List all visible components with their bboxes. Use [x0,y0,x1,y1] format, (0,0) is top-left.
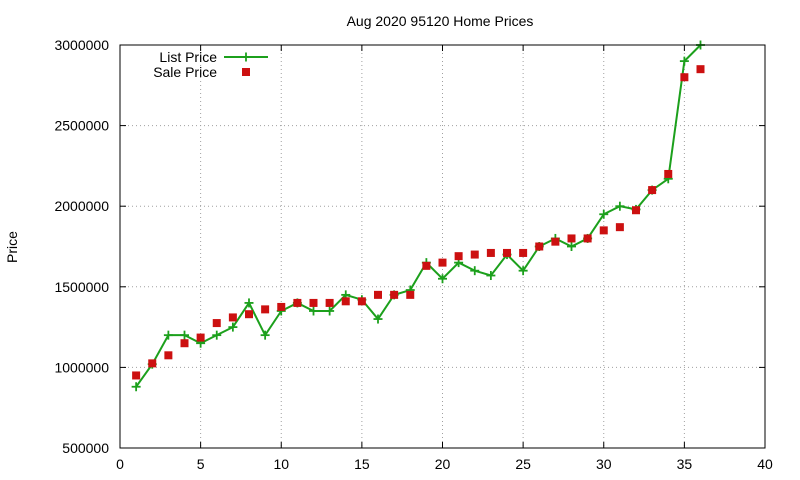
grid [120,45,765,448]
data-point [132,371,141,380]
data-point [228,322,238,332]
data-point [615,201,625,211]
x-tick-label: 30 [596,456,612,472]
data-point [212,319,221,328]
data-point [567,242,576,251]
chart-title: Aug 2020 95120 Home Prices [347,13,534,29]
data-point [470,250,479,259]
data-point [599,209,609,219]
data-point [551,237,560,246]
data-point [373,314,383,324]
x-tick-label: 25 [515,456,531,472]
plot-frame [119,44,766,449]
data-point [615,223,624,232]
series-line [135,44,702,388]
data-point [357,297,366,306]
data-point [196,333,205,342]
y-tick-label: 1500000 [54,279,109,295]
data-point [664,169,673,178]
data-point [422,261,431,270]
data-point [632,206,640,215]
y-tick-label: 500000 [62,440,109,456]
y-tick-label: 2000000 [54,198,109,214]
legend-label: Sale Price [153,64,217,80]
series-sale-price [132,65,705,380]
y-tick-label: 2500000 [54,118,109,134]
x-tick-label: 35 [677,456,693,472]
legend-label: List Price [159,49,217,65]
data-point [390,290,399,299]
data-point [438,258,447,267]
data-point [438,274,447,284]
x-tick-label: 20 [435,456,451,472]
data-point [406,290,415,299]
plot-series [131,40,705,392]
data-point [228,313,237,322]
legend-marker [242,68,250,76]
x-tick-label: 15 [354,456,370,472]
data-point [293,298,302,307]
data-point [180,330,189,340]
data-point [325,298,334,307]
data-point [680,73,689,82]
x-tick-label: 40 [757,456,773,472]
data-point [486,271,496,281]
data-point [277,302,286,311]
data-point [648,186,657,195]
data-point [679,56,689,66]
data-point [212,330,222,340]
y-axis-label: Price [4,231,20,263]
data-point [180,339,189,348]
data-point [696,65,705,74]
data-point [261,305,270,314]
x-tick-labels: 0 5 10 15 20 25 30 35 40 [116,456,773,472]
data-point [245,310,253,319]
x-tick-label: 5 [197,456,205,472]
data-point [163,330,173,340]
data-point [599,226,608,235]
data-point [164,351,173,360]
data-point [470,266,480,276]
data-point [148,359,157,368]
y-tick-label: 3000000 [54,37,109,53]
legend-marker [241,52,251,62]
data-point [309,298,318,307]
data-point [341,297,350,306]
y-tick-labels: 500000 1000000 1500000 2000000 2500000 300000… [54,37,109,456]
data-point [309,306,318,316]
data-point [567,234,576,243]
data-point [325,306,335,316]
data-point [518,266,528,276]
data-point [503,248,511,257]
data-point [535,242,544,251]
data-point [454,252,463,261]
data-point [374,290,382,299]
x-tick-label: 0 [116,456,124,472]
data-point [583,234,592,243]
data-point [131,382,141,392]
y-tick-label: 1000000 [54,359,109,375]
data-point [260,330,270,340]
series-list-price [131,40,705,392]
data-point [244,298,254,308]
data-point [519,248,528,257]
x-tick-label: 10 [273,456,289,472]
data-point [486,248,495,257]
